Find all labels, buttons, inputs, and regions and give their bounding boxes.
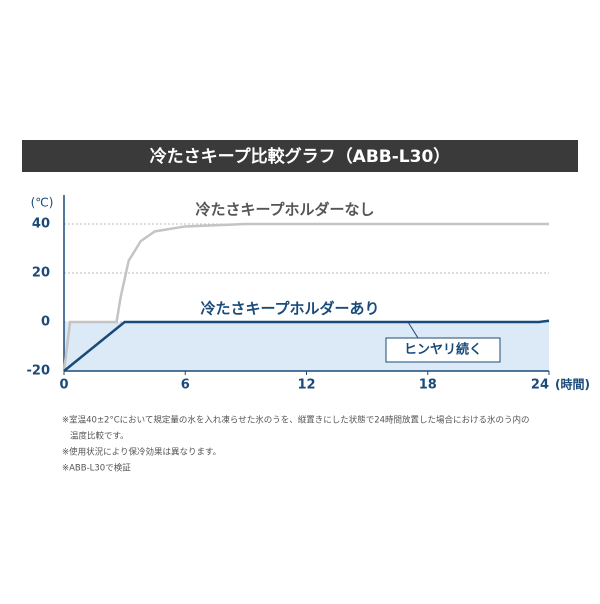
y-tick-label: 0 <box>41 315 50 330</box>
y-tick-label: 40 <box>32 217 50 232</box>
x-tick-label: 6 <box>181 378 190 393</box>
y-axis-label: (℃) <box>31 196 54 210</box>
annotation: ヒンヤリ続く <box>404 342 482 358</box>
chart-title: 冷たさキープ比較グラフ（ABB-L30） <box>150 146 451 167</box>
footnote: ※室温40±2°Cにおいて規定量の水を入れ凍らせた氷のうを、縦置きにした状態で2… <box>62 415 530 426</box>
footnote: 温度比較です。 <box>70 431 129 442</box>
x-tick-label: 18 <box>419 378 437 393</box>
callout-box <box>385 337 501 363</box>
x-tick-label: 0 <box>59 378 68 393</box>
series-label: 冷たさキープホルダーなし <box>195 201 374 219</box>
title-bar <box>22 140 578 172</box>
y-tick-label: 20 <box>32 266 50 281</box>
footnote: ※使用状況により保冷効果は異なります。 <box>62 447 221 458</box>
callout-pointer <box>407 321 419 339</box>
series-label: 冷たさキープホルダーあり <box>200 300 379 318</box>
series-line <box>62 222 549 372</box>
footnote: ※ABB-L30で検証 <box>62 463 131 474</box>
y-tick-label: -20 <box>27 364 51 379</box>
x-axis-label: (時間) <box>555 377 590 392</box>
series-line <box>63 319 550 372</box>
x-tick-label: 24 <box>531 378 549 393</box>
x-tick-label: 12 <box>297 378 315 393</box>
